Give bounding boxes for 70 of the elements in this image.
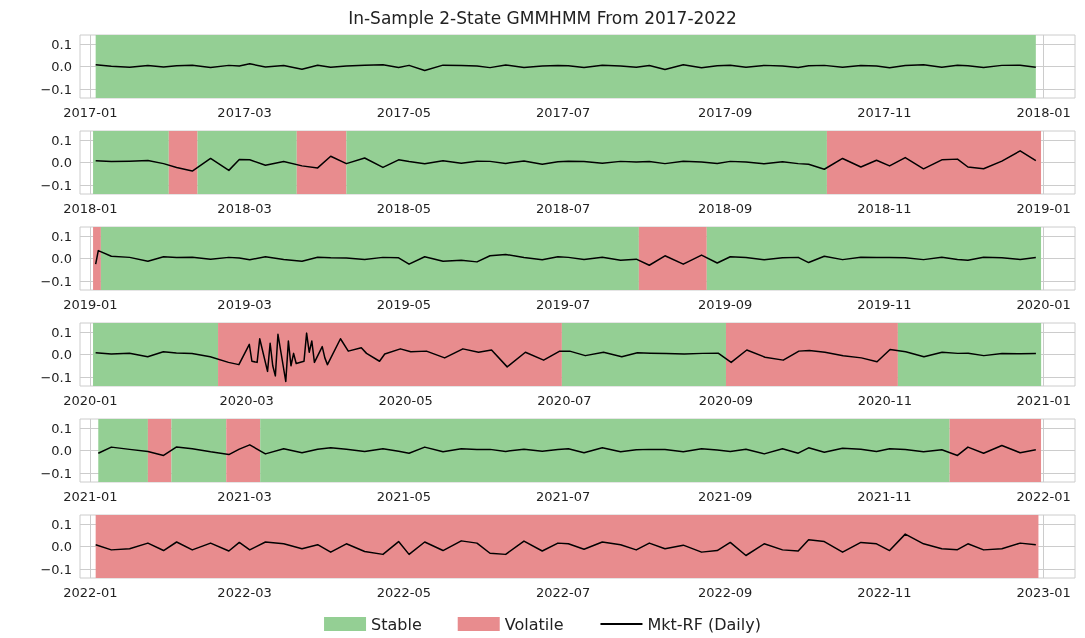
x-tick-label: 2017-03 (217, 105, 272, 120)
x-tick-label: 2019-07 (535, 297, 591, 312)
x-tick-label: 2021-11 (857, 489, 912, 504)
x-tick-label: 2017-11 (857, 105, 912, 120)
line-series (94, 249, 1037, 266)
legend-label: Stable (371, 614, 422, 634)
x-tick-label: 2023-01 (1016, 585, 1071, 600)
x-tick-label: 2022-01 (63, 585, 118, 600)
x-tick-label: 2020-01 (1016, 297, 1071, 312)
x-tick-label: 2019-09 (697, 297, 753, 312)
x-tick-label: 2018-03 (217, 201, 272, 216)
y-tick-label: 0.0 (51, 155, 72, 170)
y-tick-label: −0.1 (40, 177, 72, 193)
chart-title: In-Sample 2-State GMMHMM From 2017-2022 (348, 7, 737, 28)
y-tick-label: −0.1 (40, 465, 72, 481)
x-tick-label: 2018-01 (1016, 105, 1071, 120)
x-tick-label: 2022-09 (697, 585, 753, 600)
x-tick-label: 2018-01 (63, 201, 118, 216)
line-series (94, 332, 1037, 383)
x-tick-label: 2020-03 (219, 393, 274, 408)
x-tick-label: 2017-05 (376, 105, 431, 120)
y-tick-label: 0.1 (51, 36, 72, 52)
y-tick-label: 0.0 (51, 539, 72, 554)
x-tick-label: 2022-11 (857, 585, 912, 600)
x-tick-label: 2018-11 (857, 201, 912, 216)
y-tick-label: 0.1 (51, 324, 72, 340)
y-tick-label: −0.1 (40, 81, 72, 97)
x-tick-label: 2021-05 (376, 489, 431, 504)
line-series (94, 533, 1037, 557)
x-tick-label: 2020-11 (857, 393, 913, 408)
x-tick-label: 2021-07 (535, 489, 591, 504)
x-tick-label: 2022-03 (217, 585, 272, 600)
x-tick-label: 2017-01 (63, 105, 118, 120)
y-tick-label: 0.1 (51, 132, 72, 148)
line-series (94, 150, 1037, 172)
x-tick-label: 2022-07 (535, 585, 591, 600)
x-tick-label: 2019-01 (1016, 201, 1071, 216)
x-tick-label: 2019-11 (857, 297, 912, 312)
line-series (94, 63, 1037, 72)
x-tick-label: 2021-09 (697, 489, 753, 504)
y-tick-label: 0.1 (51, 228, 72, 244)
x-tick-label: 2020-07 (537, 393, 592, 408)
y-tick-label: 0.1 (51, 516, 72, 532)
x-tick-label: 2018-07 (535, 201, 591, 216)
y-tick-label: −0.1 (40, 273, 72, 289)
x-tick-label: 2018-05 (376, 201, 431, 216)
y-tick-label: 0.0 (51, 251, 72, 266)
y-tick-label: 0.0 (51, 443, 72, 458)
x-tick-label: 2019-01 (63, 297, 118, 312)
legend-label: Mkt-RF (Daily) (647, 614, 761, 634)
x-tick-label: 2019-05 (376, 297, 431, 312)
y-tick-label: 0.0 (51, 59, 72, 74)
x-tick-label: 2020-01 (63, 393, 118, 408)
x-tick-label: 2017-07 (535, 105, 591, 120)
legend-label: Volatile (504, 614, 564, 634)
x-tick-label: 2022-05 (376, 585, 431, 600)
line-series (97, 444, 1037, 457)
x-tick-label: 2021-01 (63, 489, 118, 504)
x-tick-label: 2021-03 (217, 489, 272, 504)
x-tick-label: 2017-09 (697, 105, 753, 120)
x-tick-label: 2018-09 (697, 201, 753, 216)
x-tick-label: 2020-09 (698, 393, 754, 408)
x-tick-label: 2020-05 (378, 393, 433, 408)
x-tick-label: 2021-01 (1016, 393, 1071, 408)
x-tick-label: 2022-01 (1016, 489, 1071, 504)
y-tick-label: −0.1 (40, 561, 72, 577)
y-tick-label: 0.0 (51, 347, 72, 362)
x-tick-label: 2019-03 (217, 297, 272, 312)
y-tick-label: 0.1 (51, 420, 72, 436)
y-tick-label: −0.1 (40, 369, 72, 385)
